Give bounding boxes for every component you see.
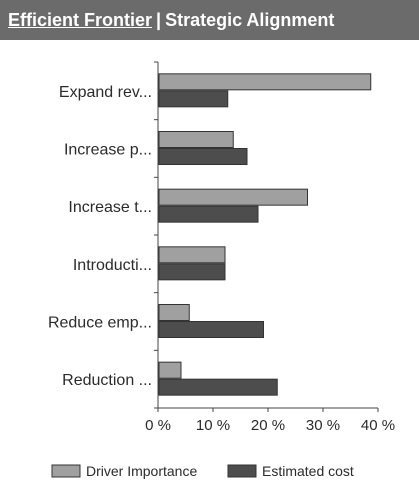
bar-estimated-cost	[158, 148, 248, 165]
bar-estimated-cost	[158, 205, 259, 223]
bar-driver-importance	[158, 131, 234, 148]
category-label: Increase t...	[68, 199, 152, 216]
category-label: Reduce emp...	[48, 315, 152, 332]
y-axis-ticks	[154, 61, 158, 409]
bar-driver-importance	[158, 73, 372, 91]
category-label: Reduction ...	[62, 372, 152, 389]
bar-driver-importance	[158, 304, 190, 321]
bars-group	[158, 73, 372, 396]
category-label: Increase p...	[64, 142, 152, 159]
legend-swatch	[227, 464, 257, 478]
strategic-alignment-chart: 0 % 10 % 20 % 30 % 40 % Expand rev... Increas…	[48, 61, 395, 479]
bar-estimated-cost	[158, 378, 278, 396]
x-tick-label: 30 %	[306, 417, 340, 434]
bar-driver-importance	[158, 246, 226, 264]
header-title: Strategic Alignment	[165, 10, 335, 30]
legend-label: Driver Importance	[86, 463, 197, 479]
header-separator: |	[156, 10, 162, 30]
legend-swatch	[51, 464, 81, 478]
bar-driver-importance	[158, 188, 308, 206]
bar-estimated-cost	[158, 321, 264, 338]
category-label: Expand rev...	[59, 84, 152, 101]
bar-driver-importance	[158, 361, 182, 379]
panel-header: Efficient Frontier | Strategic Alignment	[0, 0, 419, 40]
x-tick-label: 20 %	[251, 417, 285, 434]
category-label: Introducti...	[73, 257, 152, 274]
x-tick-label: 10 %	[196, 417, 230, 434]
bar-estimated-cost	[158, 90, 229, 108]
bar-estimated-cost	[158, 263, 226, 281]
x-axis-ticks: 0 % 10 % 20 % 30 % 40 %	[145, 408, 395, 434]
x-tick-label: 40 %	[361, 417, 395, 434]
category-labels: Expand rev... Increase p... Increase t... I…	[48, 84, 152, 389]
efficient-frontier-link[interactable]: Efficient Frontier	[8, 10, 153, 30]
legend: Driver Importance Estimated cost	[51, 463, 354, 479]
x-tick-label: 0 %	[145, 417, 171, 434]
legend-label: Estimated cost	[262, 463, 354, 479]
